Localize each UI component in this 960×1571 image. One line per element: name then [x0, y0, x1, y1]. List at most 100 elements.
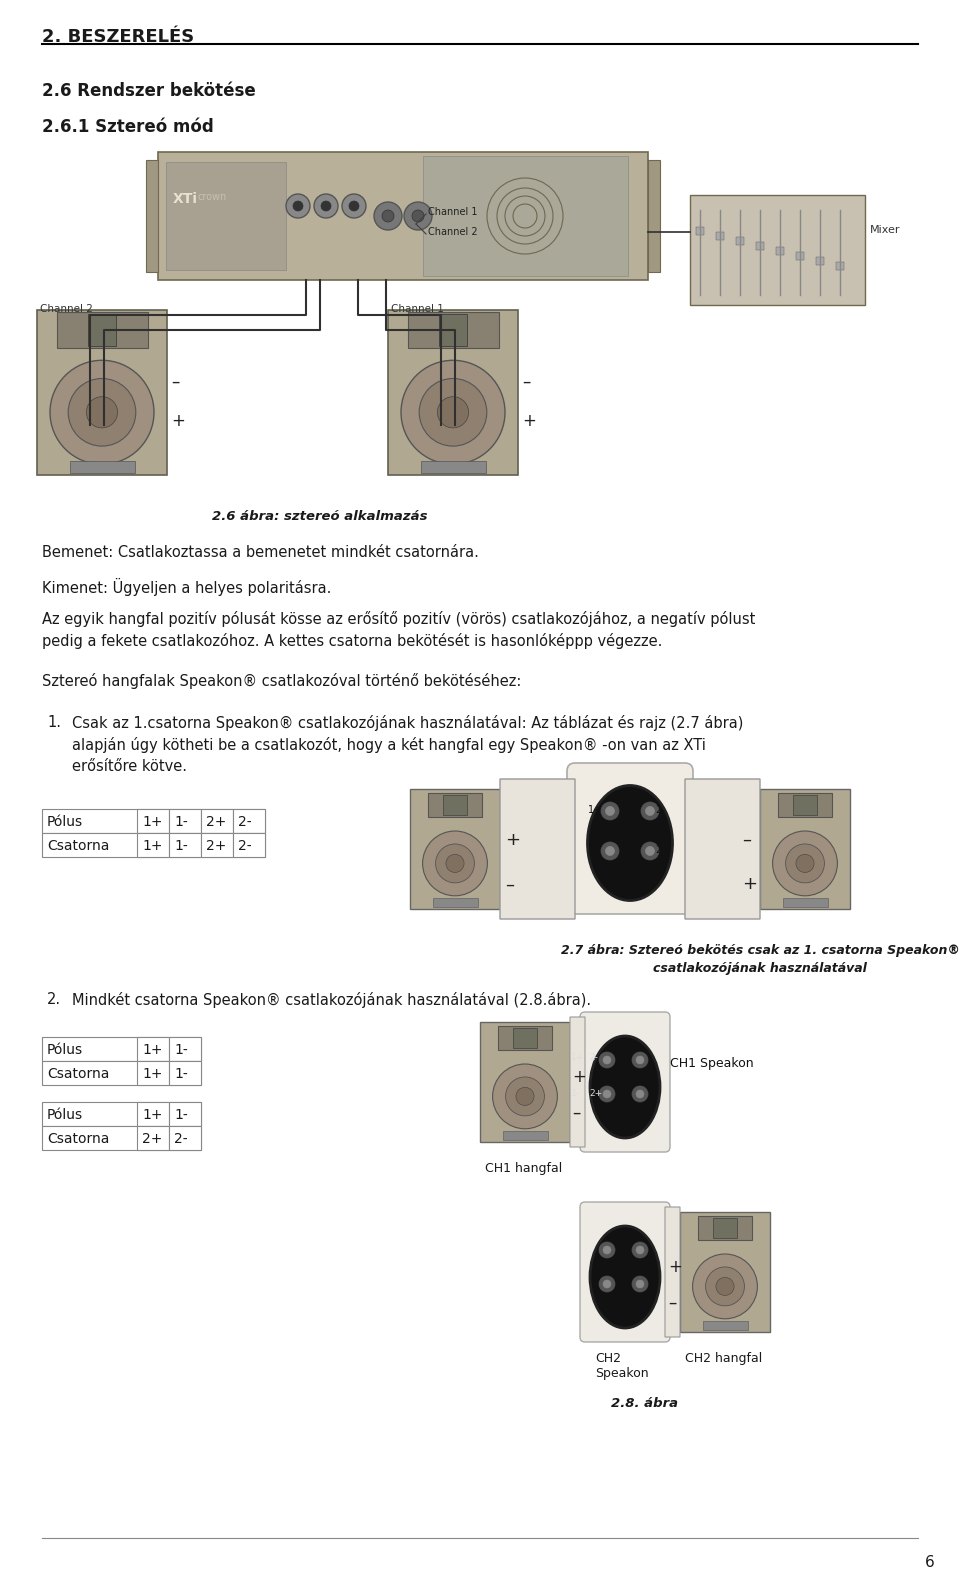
- FancyBboxPatch shape: [570, 1016, 585, 1147]
- Text: +: +: [742, 875, 757, 894]
- Text: Channel 2: Channel 2: [428, 226, 478, 237]
- Bar: [37, 309, 167, 474]
- Circle shape: [412, 211, 424, 222]
- Bar: [420, 460, 486, 473]
- Bar: [169, 1101, 201, 1126]
- Bar: [680, 1211, 770, 1332]
- Text: –: –: [505, 875, 514, 894]
- Circle shape: [599, 1053, 615, 1068]
- Text: csatlakozójának használatával: csatlakozójának használatával: [653, 961, 867, 976]
- Circle shape: [349, 201, 359, 211]
- FancyBboxPatch shape: [665, 1207, 680, 1337]
- Bar: [796, 251, 804, 259]
- Ellipse shape: [590, 1225, 660, 1327]
- Bar: [410, 789, 500, 910]
- Circle shape: [601, 803, 619, 820]
- Text: 1+: 1+: [142, 839, 162, 853]
- Bar: [166, 162, 286, 270]
- Circle shape: [632, 1243, 648, 1258]
- Bar: [42, 1060, 201, 1086]
- Text: Csatorna: Csatorna: [47, 1067, 109, 1081]
- Text: 1-: 1-: [174, 1108, 188, 1122]
- Text: 2-: 2-: [174, 1133, 187, 1145]
- Text: 2-: 2-: [589, 1053, 598, 1062]
- Text: 1+: 1+: [142, 815, 162, 829]
- Text: Speakon: Speakon: [595, 1367, 649, 1379]
- Circle shape: [603, 1246, 611, 1254]
- Text: Pólus: Pólus: [47, 1108, 84, 1122]
- Bar: [201, 833, 233, 858]
- Bar: [169, 833, 201, 858]
- Circle shape: [632, 1053, 648, 1068]
- Text: Channel 1: Channel 1: [428, 207, 477, 217]
- Bar: [698, 1216, 752, 1240]
- Text: –: –: [171, 372, 180, 391]
- Text: 2-: 2-: [655, 804, 664, 815]
- Text: Csatorna: Csatorna: [47, 1133, 109, 1145]
- Circle shape: [599, 1243, 615, 1258]
- Bar: [428, 793, 482, 817]
- Bar: [233, 833, 265, 858]
- Circle shape: [641, 803, 659, 820]
- Bar: [158, 152, 648, 280]
- Text: –: –: [742, 831, 751, 848]
- Text: +: +: [522, 412, 536, 430]
- Circle shape: [603, 1056, 611, 1064]
- Text: Pólus: Pólus: [47, 815, 84, 829]
- Bar: [69, 460, 134, 473]
- Bar: [433, 899, 477, 906]
- Bar: [233, 809, 265, 833]
- Bar: [201, 809, 233, 833]
- Text: 2.6 Rendszer bekötése: 2.6 Rendszer bekötése: [42, 82, 255, 101]
- Bar: [137, 809, 169, 833]
- Text: erősítőre kötve.: erősítőre kötve.: [72, 759, 187, 775]
- Bar: [137, 833, 169, 858]
- Circle shape: [68, 379, 135, 446]
- Text: 2.8. ábra: 2.8. ábra: [612, 1397, 679, 1411]
- Text: 1.: 1.: [47, 715, 61, 731]
- FancyBboxPatch shape: [500, 779, 575, 919]
- Bar: [42, 1101, 201, 1126]
- Text: 1-: 1-: [571, 1089, 580, 1098]
- Circle shape: [516, 1087, 534, 1106]
- Bar: [444, 795, 467, 815]
- Circle shape: [438, 397, 468, 427]
- Circle shape: [692, 1254, 757, 1318]
- Bar: [713, 1218, 736, 1238]
- Bar: [440, 314, 467, 346]
- Circle shape: [645, 806, 655, 815]
- Bar: [57, 313, 148, 349]
- Circle shape: [404, 203, 432, 229]
- Circle shape: [599, 1086, 615, 1101]
- Text: 2-: 2-: [238, 815, 252, 829]
- Circle shape: [422, 831, 488, 895]
- Bar: [716, 233, 724, 240]
- Text: 1+: 1+: [588, 804, 602, 815]
- Bar: [778, 793, 832, 817]
- Text: 1+: 1+: [142, 1043, 162, 1057]
- Bar: [690, 195, 865, 305]
- FancyBboxPatch shape: [580, 1012, 670, 1152]
- Bar: [793, 795, 817, 815]
- Text: –: –: [668, 1293, 677, 1312]
- Text: 2. BESZERELÉS: 2. BESZERELÉS: [42, 28, 194, 46]
- Ellipse shape: [588, 786, 673, 900]
- Text: +: +: [572, 1068, 586, 1086]
- FancyBboxPatch shape: [567, 764, 693, 914]
- Circle shape: [599, 1276, 615, 1291]
- Bar: [42, 1037, 201, 1060]
- Ellipse shape: [590, 1035, 660, 1137]
- Text: +: +: [668, 1258, 682, 1276]
- Circle shape: [632, 1276, 648, 1291]
- Text: CH2 hangfal: CH2 hangfal: [685, 1353, 762, 1365]
- Circle shape: [716, 1277, 734, 1296]
- Bar: [169, 1126, 201, 1150]
- Text: 1-: 1-: [174, 1043, 188, 1057]
- FancyBboxPatch shape: [685, 779, 760, 919]
- Bar: [816, 258, 824, 265]
- Text: +: +: [171, 412, 185, 430]
- Bar: [42, 833, 265, 858]
- Bar: [42, 1126, 201, 1150]
- Bar: [137, 1037, 169, 1060]
- Circle shape: [420, 379, 487, 446]
